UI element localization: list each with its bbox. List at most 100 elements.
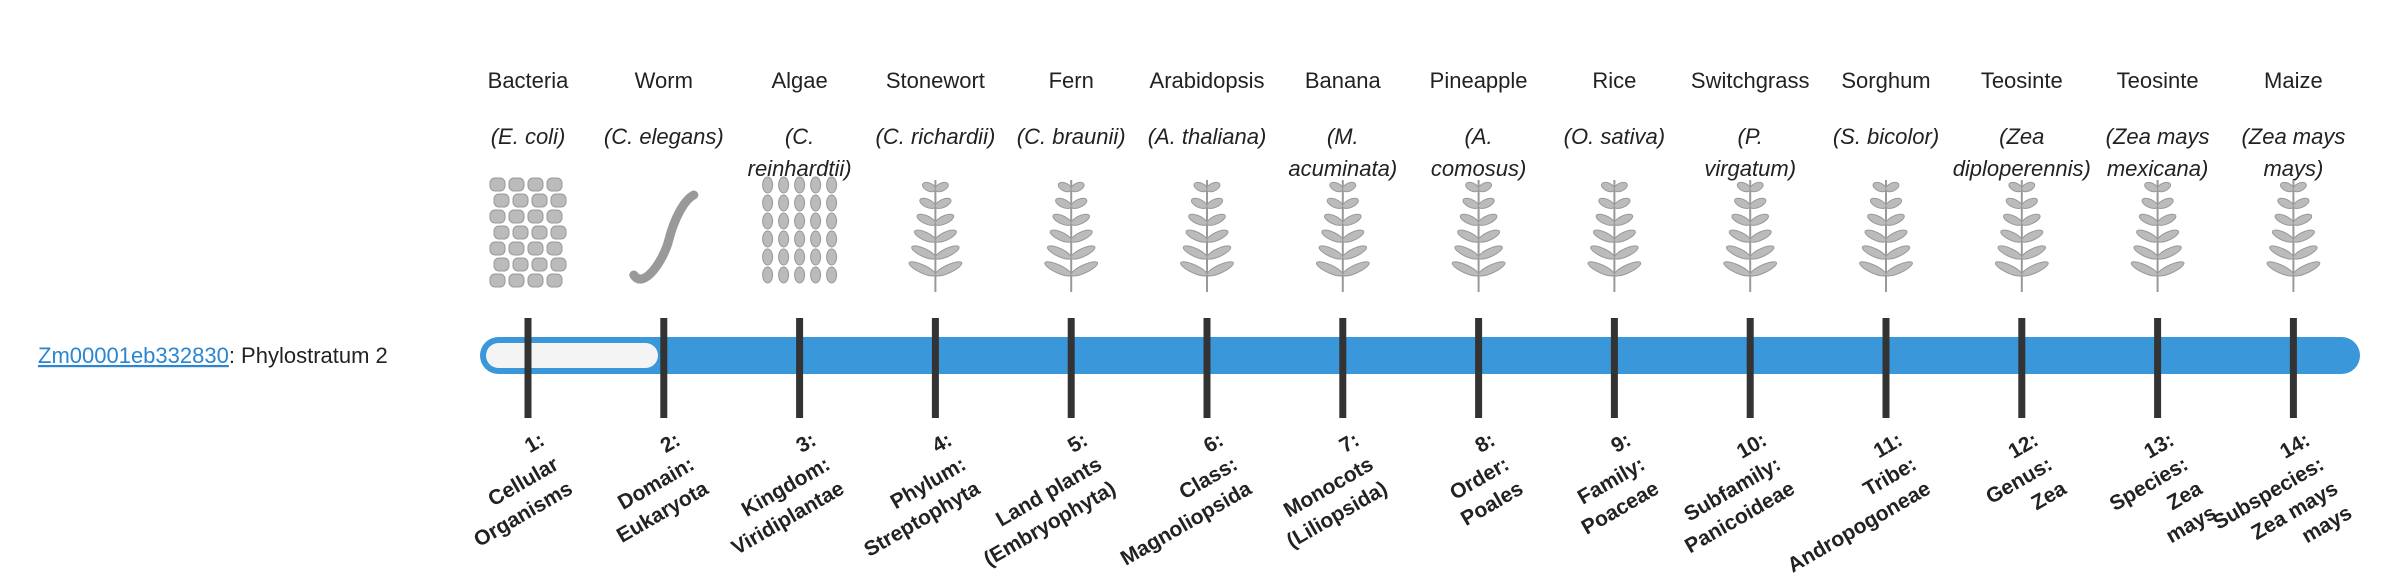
organism-image (1723, 180, 1778, 292)
leaf (1728, 229, 1751, 243)
leaf (2021, 197, 2038, 210)
stratum-label-line: 3: (792, 428, 820, 457)
cell (527, 209, 544, 224)
leaf (2292, 229, 2315, 243)
organism-image (2130, 180, 2185, 292)
leaf (1070, 181, 1085, 193)
leaf (1342, 245, 1367, 260)
leaf (1726, 245, 1751, 260)
stratum-label: 4:Phylum:Streptophyta (860, 428, 984, 561)
stratum-label: 12:Genus:Zea (1982, 428, 2070, 515)
leaf (2156, 197, 2174, 210)
organism-image (1451, 180, 1506, 292)
leaf (1188, 213, 1208, 226)
cell (493, 193, 510, 208)
leaf (2136, 229, 2159, 243)
leaf (1052, 213, 1072, 226)
leaf (1326, 197, 1344, 210)
leaf (934, 245, 960, 260)
cell (512, 257, 529, 272)
stratum-label: 7:Monocots(Liliopsida) (1280, 428, 1391, 552)
leaf (1451, 261, 1480, 277)
leaf (2292, 197, 2310, 210)
alga (826, 266, 838, 284)
leaf (1598, 197, 1616, 210)
leaf (1206, 261, 1234, 277)
leaf (934, 213, 955, 226)
leaf (1206, 245, 1232, 260)
leaf (2021, 229, 2044, 243)
leaf (2269, 245, 2295, 260)
organism-image (908, 180, 963, 292)
alga (762, 212, 774, 230)
leaf (2130, 261, 2159, 277)
leaf (2274, 213, 2295, 226)
leaf (1587, 261, 1616, 277)
organism-species: (Zea (1999, 124, 2044, 149)
stratum-label-line: 7: (1336, 428, 1364, 457)
leaf (1190, 197, 1208, 210)
organism-image (1587, 180, 1642, 292)
alga (810, 194, 822, 212)
leaf (2277, 197, 2295, 210)
organism-name: Sorghum (1841, 68, 1930, 93)
cell (527, 241, 544, 256)
organism-species: (O. sativa) (1564, 124, 1665, 149)
leaf (2021, 261, 2049, 277)
leaf (1342, 197, 1359, 210)
leaf (1864, 229, 1887, 243)
alga (794, 176, 806, 194)
leaf (934, 197, 952, 210)
leaf (1885, 245, 1911, 260)
alga (794, 248, 806, 266)
organism-image (489, 177, 567, 288)
leaf (1994, 261, 2023, 277)
cell (550, 193, 567, 208)
alga (826, 248, 838, 266)
organism-name: Algae (771, 68, 827, 93)
leaf (2138, 213, 2159, 226)
stratum-label-line: 2: (657, 428, 685, 457)
alga (826, 176, 838, 194)
leaf (2005, 197, 2023, 210)
leaf (1749, 229, 1772, 243)
leaf (1595, 213, 1616, 226)
cell (508, 273, 525, 288)
alga (762, 194, 774, 212)
leaf (1206, 229, 1229, 243)
strata-bar-unmatched (486, 343, 658, 368)
alga (826, 194, 838, 212)
leaf (1734, 197, 1751, 210)
worm (629, 190, 699, 284)
organism-species: (P. (1738, 124, 1763, 149)
cell (546, 177, 563, 192)
leaf (2156, 213, 2177, 226)
organism-species: (S. bicolor) (1833, 124, 1939, 149)
leaf (1749, 261, 1778, 277)
organism-species: (C. braunii) (1017, 124, 1126, 149)
stratum-label-line: 1: (521, 428, 549, 457)
leaf (1885, 213, 1905, 226)
leaf (1049, 229, 1072, 243)
gene-link[interactable]: Zm00001eb332830 (38, 343, 229, 368)
cell (531, 257, 548, 272)
leaf (1859, 261, 1887, 277)
organism-name: Worm (635, 68, 693, 93)
organism-image (1180, 180, 1234, 292)
leaf (2156, 181, 2172, 193)
organism-species: (C. (785, 124, 814, 149)
alga (778, 194, 790, 212)
organism-image (1859, 180, 1913, 292)
leaf (1477, 229, 1501, 243)
alga (826, 230, 838, 248)
leaf (2292, 213, 2313, 226)
organism-species: (C. richardii) (876, 124, 996, 149)
cell (489, 177, 506, 192)
leaf (1477, 197, 1495, 210)
organism-name: Fern (1049, 68, 1094, 93)
leaf (1070, 197, 1088, 210)
alga (778, 212, 790, 230)
alga (794, 230, 806, 248)
leaf (2156, 245, 2182, 260)
organism-species: (Zea mays (2106, 124, 2210, 149)
